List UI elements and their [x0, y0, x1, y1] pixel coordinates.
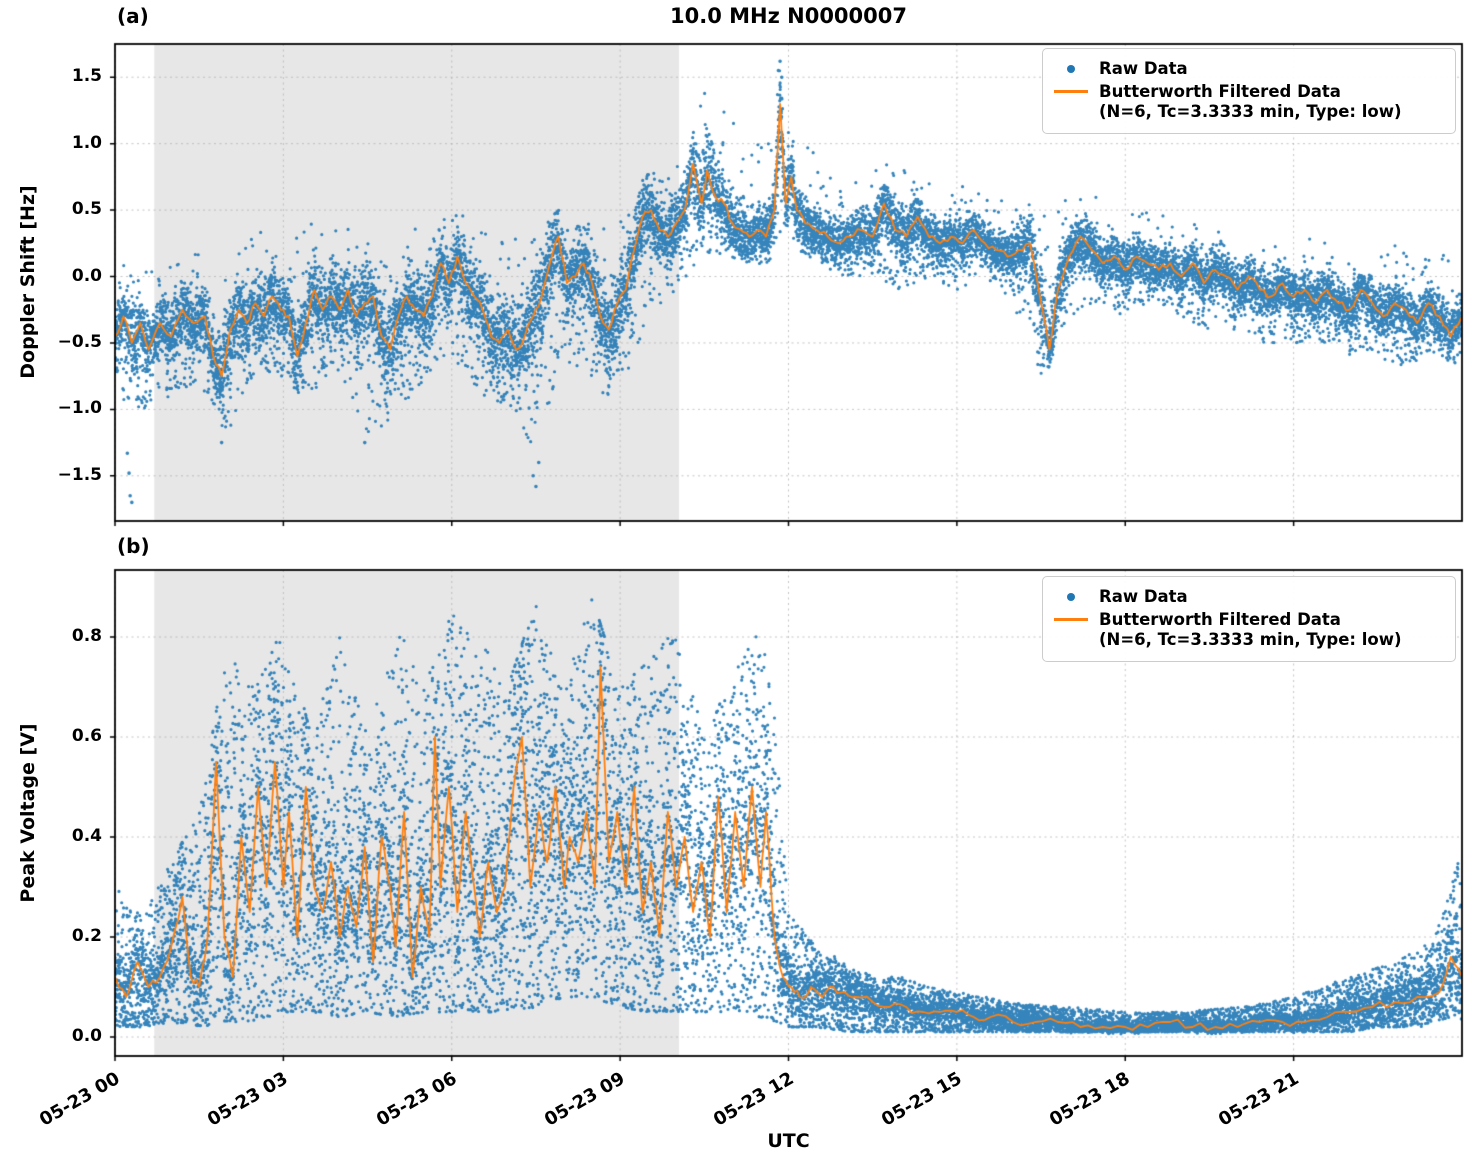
figure: 10.0 MHz N0000007 (a) (b) Doppler Shift …: [0, 0, 1472, 1172]
chart-canvas: [0, 0, 1472, 1172]
